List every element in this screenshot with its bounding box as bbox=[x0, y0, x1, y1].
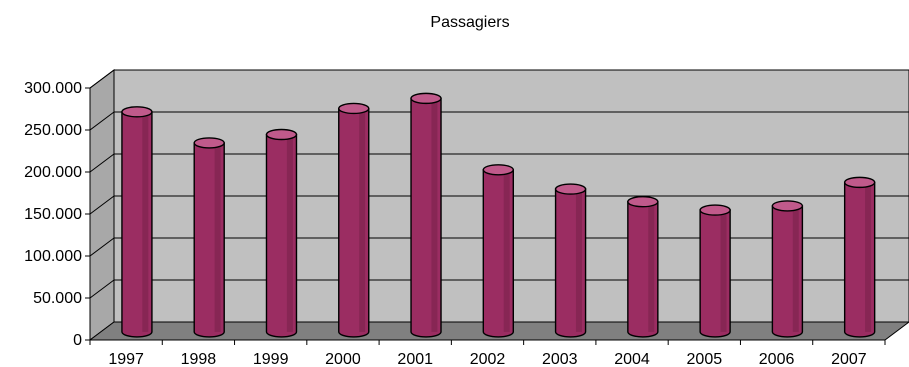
x-tick-label: 2000 bbox=[325, 351, 361, 367]
bar-shade bbox=[575, 189, 582, 332]
x-tick-label: 2006 bbox=[759, 351, 795, 367]
bar bbox=[482, 169, 514, 338]
gridline-side bbox=[89, 237, 115, 257]
x-tick-label: 1998 bbox=[181, 351, 217, 367]
bar-shade bbox=[792, 205, 799, 332]
bar bbox=[699, 209, 731, 338]
gridline-side bbox=[89, 279, 115, 299]
y-tick-label: 250.000 bbox=[24, 122, 82, 139]
bar-top bbox=[410, 92, 442, 105]
y-tick-label: 100.000 bbox=[24, 248, 82, 265]
bar bbox=[193, 142, 225, 338]
bar-shade bbox=[359, 108, 366, 332]
bar-shade bbox=[431, 98, 438, 332]
bar-top bbox=[627, 195, 659, 208]
x-tick-label: 2001 bbox=[397, 351, 433, 367]
bar-shade bbox=[503, 169, 510, 332]
gridline-side bbox=[89, 153, 115, 173]
bar-shade bbox=[142, 111, 149, 332]
bar bbox=[265, 133, 298, 338]
bar-shade bbox=[648, 201, 655, 332]
bar-top bbox=[554, 183, 587, 195]
bar-top bbox=[265, 128, 298, 141]
y-tick-label: 50.000 bbox=[33, 290, 82, 307]
gridline-side bbox=[89, 195, 115, 215]
gridline-side bbox=[89, 69, 115, 89]
y-tick-label: 300.000 bbox=[24, 80, 82, 97]
plot-area: 0 50.000 100.000 150.000 200.000 250.000 300.0… bbox=[24, 69, 909, 367]
bar-shade bbox=[214, 142, 221, 332]
bar-top bbox=[338, 102, 370, 115]
chart-title: Passagiers bbox=[430, 14, 509, 31]
bar-top bbox=[121, 106, 153, 118]
bar bbox=[627, 201, 659, 338]
bar-top bbox=[482, 164, 514, 176]
bar-shade bbox=[286, 134, 293, 332]
x-tick-label: 1997 bbox=[108, 351, 144, 367]
bar bbox=[554, 188, 587, 338]
bar-top bbox=[771, 200, 804, 212]
bar bbox=[410, 97, 442, 338]
bar bbox=[843, 181, 876, 338]
x-tick-label: 2007 bbox=[831, 351, 867, 367]
bar bbox=[338, 107, 370, 338]
bar-top bbox=[699, 204, 731, 216]
gridline-side bbox=[89, 111, 115, 131]
x-tick-label: 1999 bbox=[253, 351, 289, 367]
y-tick-label: 150.000 bbox=[24, 206, 82, 223]
bar bbox=[771, 205, 804, 338]
y-tick-label: 200.000 bbox=[24, 164, 82, 181]
bar-top bbox=[193, 137, 225, 149]
bar-shade bbox=[865, 182, 872, 332]
x-tick-label: 2003 bbox=[542, 351, 578, 367]
bar-top bbox=[843, 176, 876, 189]
y-tick-label: 0 bbox=[73, 332, 82, 349]
bar-shade bbox=[720, 210, 727, 332]
x-tick-label: 2002 bbox=[470, 351, 506, 367]
x-tick-label: 2004 bbox=[614, 351, 650, 367]
x-tick-label: 2005 bbox=[687, 351, 723, 367]
bar bbox=[121, 111, 153, 338]
